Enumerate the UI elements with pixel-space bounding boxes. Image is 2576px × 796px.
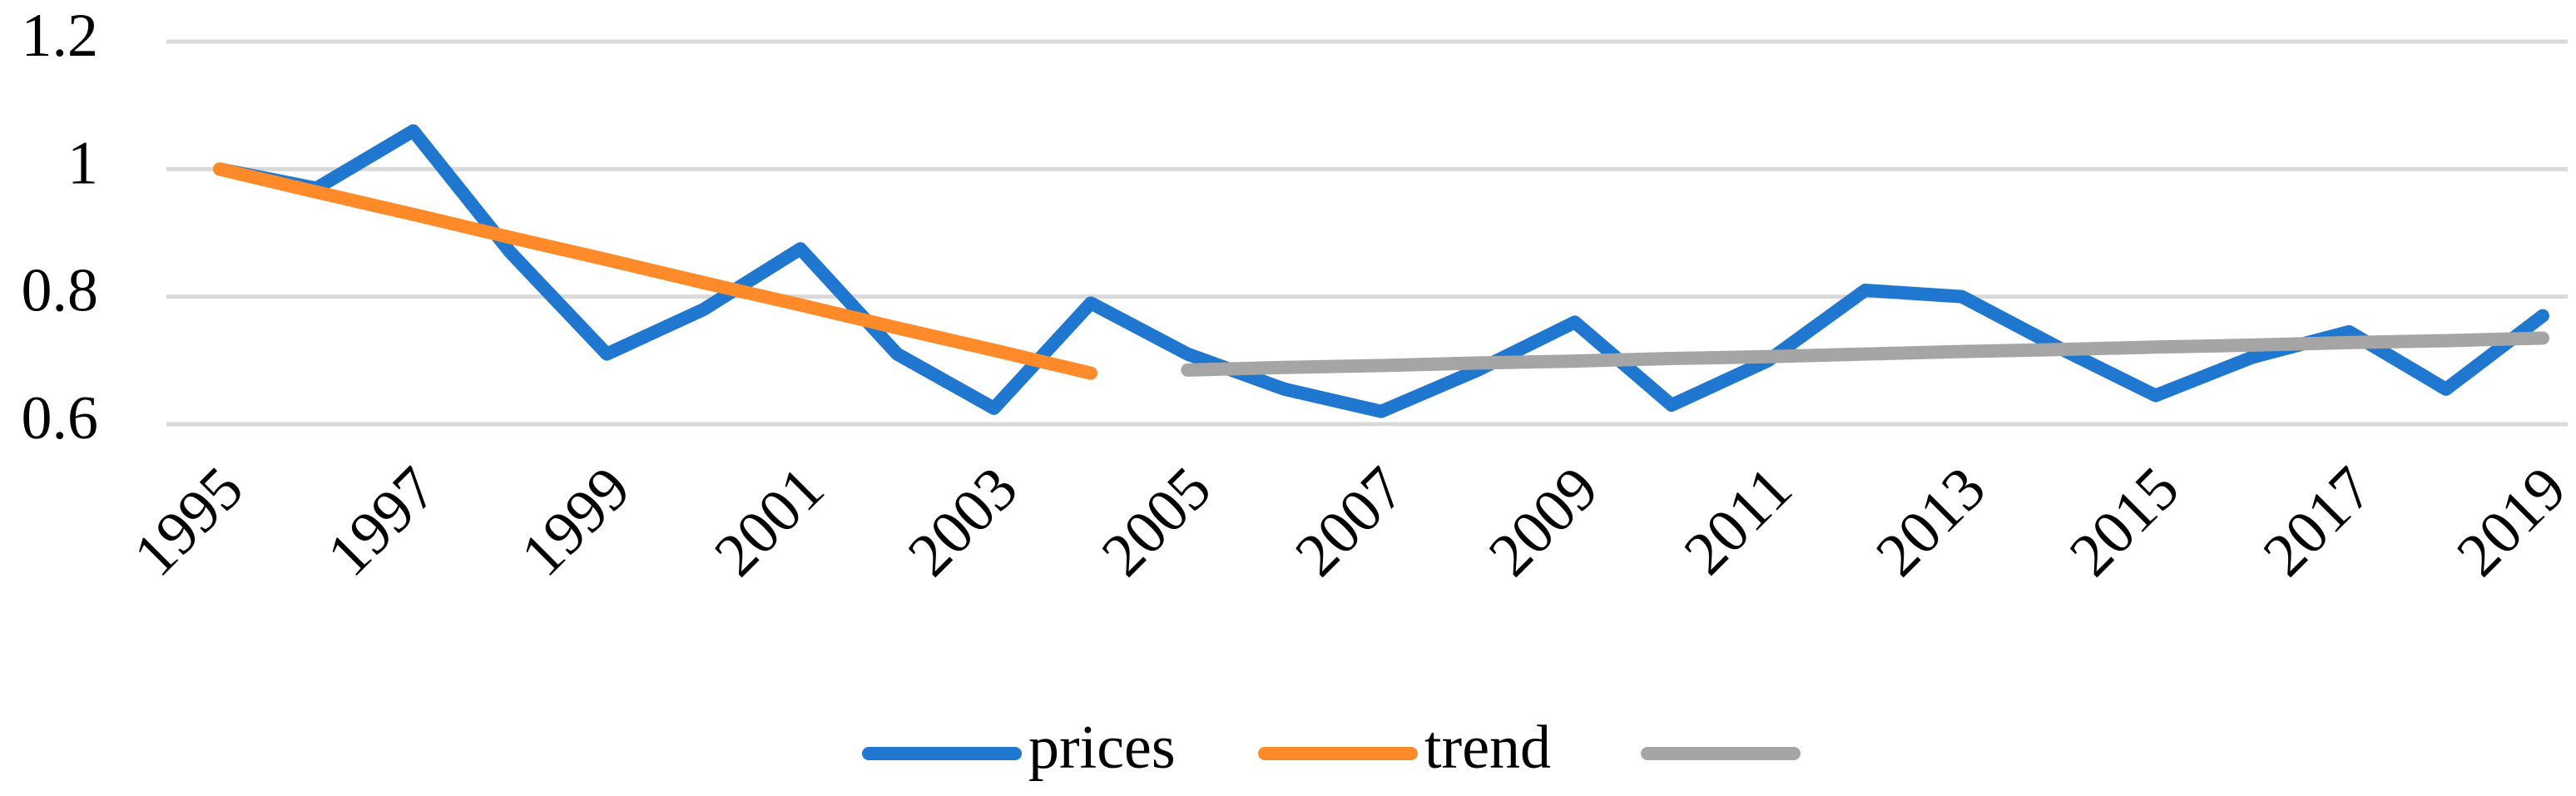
x-tick-label: 2017 — [2251, 454, 2386, 590]
y-tick-label: 1.2 — [22, 2, 99, 70]
x-tick-label: 2011 — [1672, 454, 1806, 588]
x-tick-label: 1997 — [315, 454, 450, 590]
x-tick-label: 2003 — [895, 454, 1031, 590]
x-tick-label: 2005 — [1089, 454, 1225, 590]
x-tick-label: 2007 — [1282, 454, 1418, 590]
x-tick-label: 2013 — [1863, 454, 1999, 590]
x-tick-label: 2009 — [1476, 454, 1612, 590]
series-line — [213, 162, 1097, 380]
series-line — [213, 124, 2549, 418]
x-tick-label: 2001 — [701, 454, 837, 590]
x-tick-label: 1995 — [121, 454, 256, 590]
legend-label: trend — [1424, 714, 1551, 782]
y-tick-label: 1 — [67, 129, 98, 197]
y-tick-label: 0.8 — [22, 257, 99, 325]
y-tick-label: 0.6 — [22, 384, 99, 452]
series-line — [1181, 331, 2549, 377]
x-tick-label: 2019 — [2444, 454, 2576, 590]
x-tick-label: 1999 — [508, 454, 644, 590]
legend-label: prices — [1028, 714, 1176, 782]
x-tick-label: 2015 — [2057, 454, 2192, 590]
